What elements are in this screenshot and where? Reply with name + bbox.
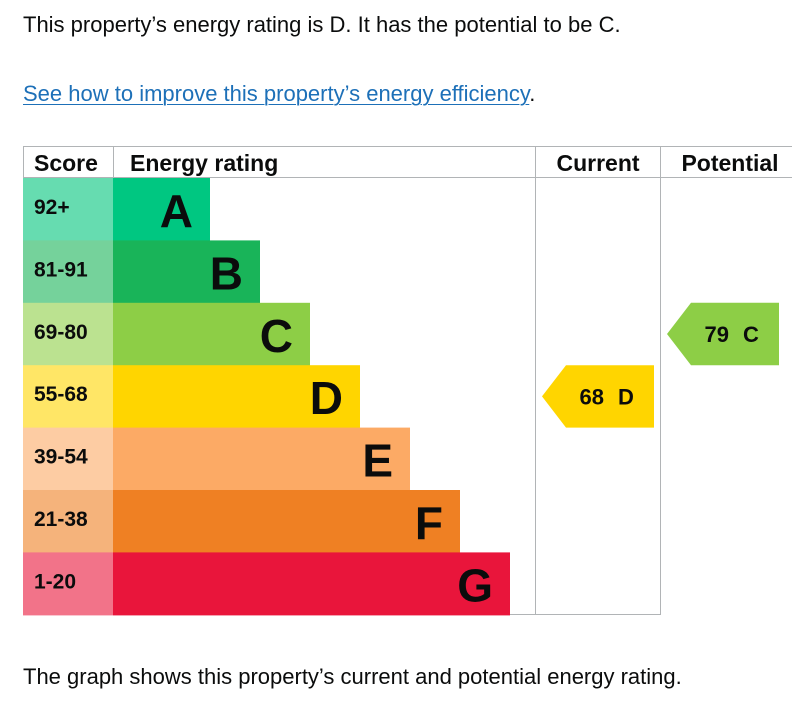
- current-score-value: 68: [580, 384, 604, 409]
- potential-header: Potential: [681, 150, 778, 176]
- band-b: 81-91 B: [23, 240, 260, 304]
- band-letter: G: [457, 559, 493, 611]
- graph-description: The graph shows this property’s current …: [23, 664, 682, 689]
- band-score-cell: [23, 240, 113, 304]
- band-bar: [113, 365, 360, 429]
- band-score-cell: [23, 552, 113, 616]
- score-header: Score: [34, 150, 98, 176]
- band-score-label: 92+: [34, 196, 70, 219]
- band-bar: [113, 490, 460, 553]
- band-score-label: 69-80: [34, 321, 88, 344]
- band-letter: F: [415, 497, 443, 549]
- current-arrow-shape: [542, 365, 654, 428]
- band-score-label: 55-68: [34, 383, 88, 406]
- current-header: Current: [556, 150, 639, 176]
- band-score-cell: [23, 178, 113, 241]
- improve-efficiency-link[interactable]: See how to improve this property’s energ…: [23, 81, 530, 106]
- rating-indicators: 68 D 79 C: [542, 302, 779, 428]
- band-score-label: 81-91: [34, 258, 88, 281]
- current-rating-letter: D: [618, 384, 634, 409]
- rating-summary: This property’s energy rating is D. It h…: [23, 12, 621, 37]
- band-f: 21-38 F: [23, 490, 460, 553]
- potential-rating-indicator: 79 C: [667, 302, 779, 366]
- band-d: 55-68 D: [23, 365, 360, 429]
- band-score-label: 39-54: [34, 446, 88, 469]
- band-c: 69-80 C: [23, 302, 310, 366]
- band-bar: [113, 302, 310, 366]
- band-bar: [113, 427, 410, 491]
- potential-arrow-shape: [667, 302, 779, 366]
- band-letter: E: [362, 435, 393, 487]
- band-score-cell: [23, 365, 113, 429]
- band-letter: A: [160, 185, 193, 237]
- band-score-label: 21-38: [34, 508, 88, 531]
- band-letter: D: [310, 372, 343, 424]
- band-bar: [113, 552, 510, 616]
- potential-score-value: 79: [705, 322, 729, 347]
- band-letter: B: [210, 247, 243, 299]
- chart-headers: Score Energy rating Current Potential: [34, 150, 779, 176]
- potential-rating-letter: C: [743, 322, 759, 347]
- rating-bands: 92+ A 81-91 B 69-80 C 55-68 D 39-54 E 21-38 F 1-20 G: [23, 178, 510, 616]
- band-bar: [113, 240, 260, 304]
- band-score-label: 1-20: [34, 570, 76, 593]
- link-suffix: .: [529, 81, 536, 106]
- current-rating-indicator: 68 D: [542, 365, 654, 428]
- band-a: 92+ A: [23, 178, 210, 241]
- band-letter: C: [260, 310, 293, 362]
- band-score-cell: [23, 490, 113, 553]
- band-score-cell: [23, 427, 113, 491]
- band-g: 1-20 G: [23, 552, 510, 616]
- rating-header: Energy rating: [130, 150, 278, 176]
- band-e: 39-54 E: [23, 427, 410, 491]
- improve-paragraph: See how to improve this property’s energ…: [23, 79, 535, 109]
- band-bar: [113, 178, 210, 241]
- band-score-cell: [23, 302, 113, 366]
